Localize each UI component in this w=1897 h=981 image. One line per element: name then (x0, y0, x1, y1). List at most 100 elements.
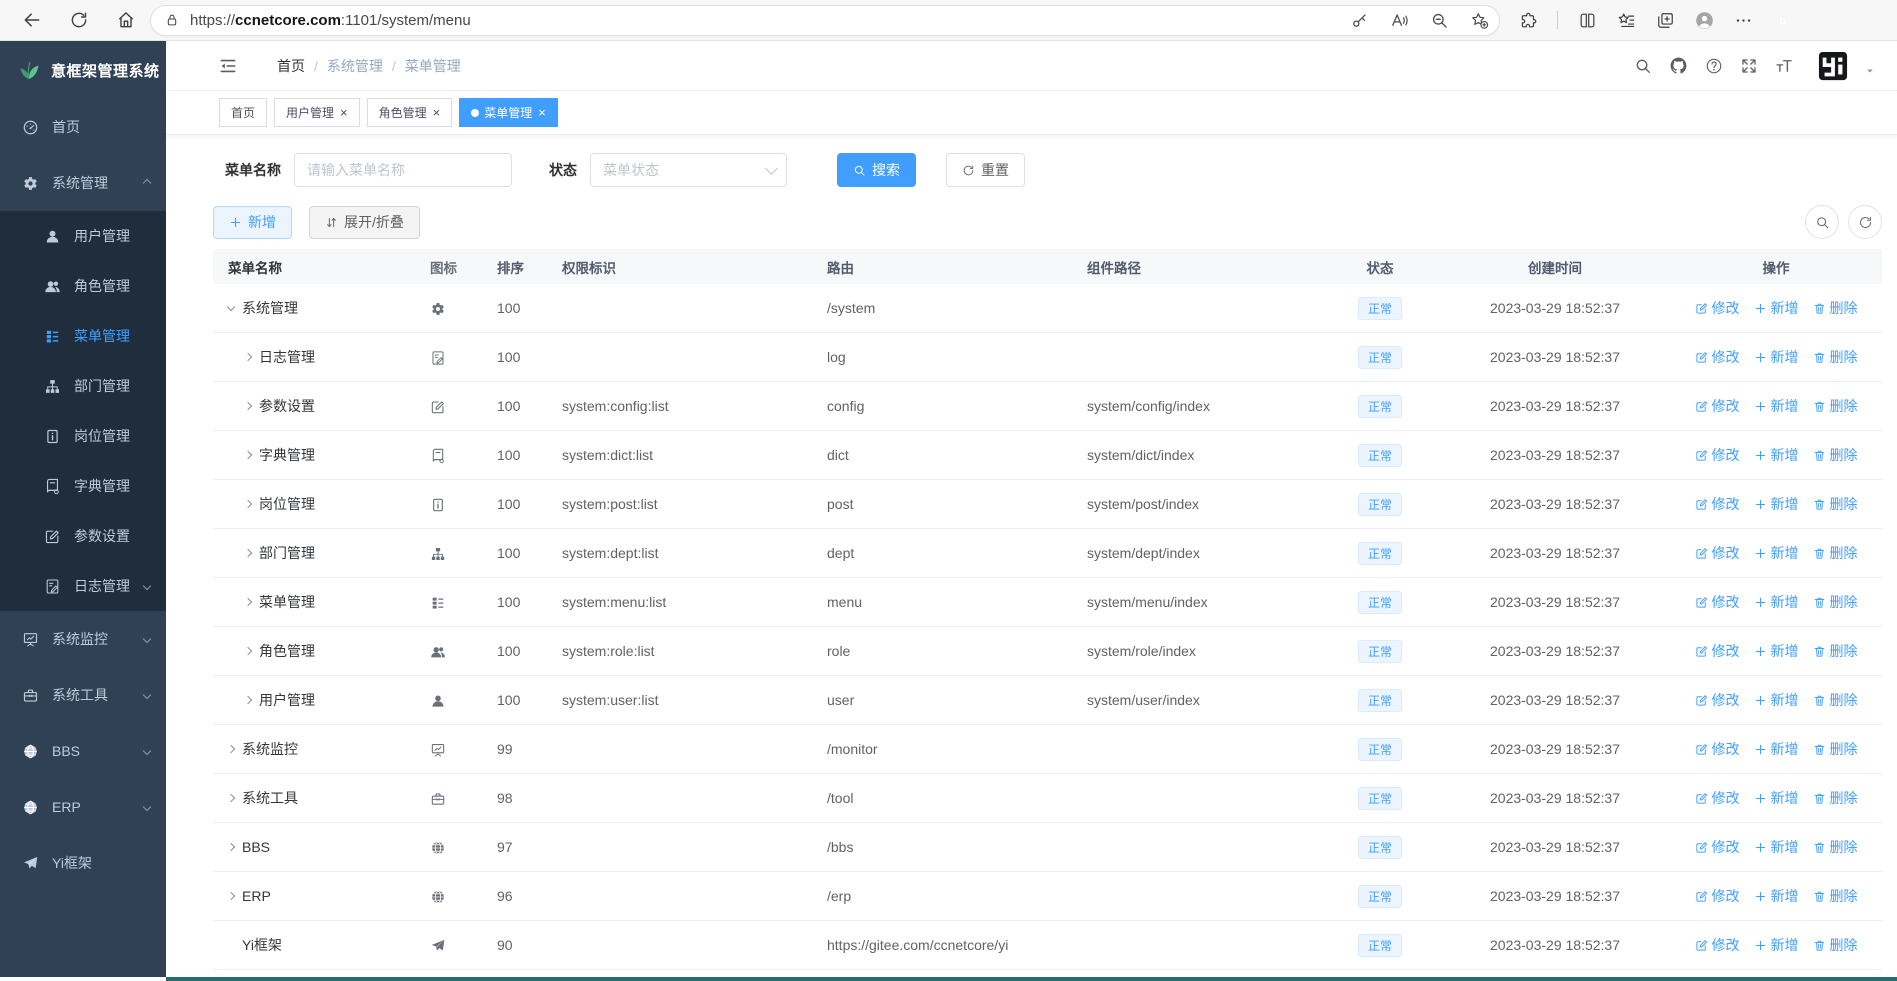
delete-link[interactable]: 删除 (1813, 935, 1858, 955)
url-text[interactable]: https://ccnetcore.com:1101/system/menu (190, 11, 471, 29)
browser-profile-avatar[interactable] (1695, 11, 1714, 30)
page-tab[interactable]: 用户管理 × (274, 98, 360, 127)
delete-link[interactable]: 删除 (1813, 543, 1858, 563)
expand-arrow-icon[interactable] (243, 646, 253, 656)
page-tab[interactable]: 角色管理 × (366, 98, 453, 127)
add-link[interactable]: 新增 (1754, 788, 1799, 808)
add-link[interactable]: 新增 (1754, 445, 1799, 465)
browser-refresh-icon[interactable] (69, 10, 89, 30)
edit-link[interactable]: 修改 (1695, 788, 1740, 808)
add-link[interactable]: 新增 (1754, 347, 1799, 367)
breadcrumb-link[interactable]: 首页 (277, 57, 305, 74)
add-link[interactable]: 新增 (1754, 935, 1799, 955)
lock-icon[interactable] (164, 12, 180, 28)
header-search-icon[interactable] (1634, 57, 1652, 75)
edit-link[interactable]: 修改 (1695, 837, 1740, 857)
add-link[interactable]: 新增 (1754, 592, 1799, 612)
search-button[interactable]: 搜索 (837, 153, 916, 187)
delete-link[interactable]: 删除 (1813, 739, 1858, 759)
status-select[interactable]: 菜单状态 (590, 153, 787, 187)
edit-link[interactable]: 修改 (1695, 690, 1740, 710)
menu-name-input[interactable] (294, 153, 512, 187)
sidebar-item[interactable]: 角色管理 (0, 261, 166, 311)
expand-arrow-icon[interactable] (243, 548, 253, 558)
tab-close-icon[interactable]: × (432, 105, 441, 120)
sidebar-item[interactable]: Yi框架 (0, 835, 166, 891)
copilot-icon[interactable] (1773, 11, 1792, 30)
edit-link[interactable]: 修改 (1695, 592, 1740, 612)
delete-link[interactable]: 删除 (1813, 298, 1858, 318)
delete-link[interactable]: 删除 (1813, 396, 1858, 416)
delete-link[interactable]: 删除 (1813, 641, 1858, 661)
user-avatar-logo[interactable] (1818, 51, 1848, 81)
sidebar-item[interactable]: 系统管理 (0, 155, 166, 211)
expand-arrow-icon[interactable] (226, 891, 236, 901)
sidebar-item[interactable]: 菜单管理 (0, 311, 166, 361)
edit-link[interactable]: 修改 (1695, 396, 1740, 416)
add-link[interactable]: 新增 (1754, 886, 1799, 906)
delete-link[interactable]: 删除 (1813, 886, 1858, 906)
add-link[interactable]: 新增 (1754, 396, 1799, 416)
expand-arrow-icon[interactable] (243, 597, 253, 607)
edit-link[interactable]: 修改 (1695, 543, 1740, 563)
refresh-table-button[interactable] (1848, 205, 1882, 239)
sidebar-item[interactable]: ERP (0, 779, 166, 835)
expand-arrow-icon[interactable] (226, 793, 236, 803)
tab-close-icon[interactable]: × (340, 105, 348, 120)
add-link[interactable]: 新增 (1754, 837, 1799, 857)
zoom-out-icon[interactable] (1430, 11, 1449, 30)
sidebar-item[interactable]: 岗位管理 (0, 411, 166, 461)
split-screen-icon[interactable] (1578, 11, 1597, 30)
add-link[interactable]: 新增 (1754, 494, 1799, 514)
collections-icon[interactable] (1656, 11, 1675, 30)
browser-home-icon[interactable] (116, 10, 136, 30)
expand-arrow-icon[interactable] (226, 842, 236, 852)
reset-button[interactable]: 重置 (946, 153, 1025, 187)
password-key-icon[interactable] (1350, 11, 1369, 30)
edit-link[interactable]: 修改 (1695, 886, 1740, 906)
breadcrumb-link[interactable]: 系统管理 (326, 57, 383, 74)
delete-link[interactable]: 删除 (1813, 445, 1858, 465)
delete-link[interactable]: 删除 (1813, 837, 1858, 857)
add-link[interactable]: 新增 (1754, 690, 1799, 710)
expand-arrow-icon[interactable] (243, 401, 253, 411)
expand-arrow-icon[interactable] (226, 302, 236, 311)
github-icon[interactable] (1669, 56, 1688, 75)
sidebar-item[interactable]: 用户管理 (0, 211, 166, 261)
add-favorite-icon[interactable] (1470, 11, 1489, 30)
expand-arrow-icon[interactable] (243, 450, 253, 460)
page-tab[interactable]: 首页 × (219, 98, 268, 127)
delete-link[interactable]: 删除 (1813, 788, 1858, 808)
expand-arrow-icon[interactable] (243, 695, 253, 705)
sidebar-item[interactable]: 系统监控 (0, 611, 166, 667)
breadcrumb-link[interactable]: 菜单管理 (404, 57, 461, 74)
add-button[interactable]: 新增 (213, 205, 292, 239)
sidebar-item[interactable]: 部门管理 (0, 361, 166, 411)
edit-link[interactable]: 修改 (1695, 641, 1740, 661)
expand-arrow-icon[interactable] (243, 499, 253, 509)
edit-link[interactable]: 修改 (1695, 739, 1740, 759)
page-tab[interactable]: 菜单管理 × (459, 98, 558, 127)
sidebar-item[interactable]: 首页 (0, 99, 166, 155)
delete-link[interactable]: 删除 (1813, 690, 1858, 710)
browser-menu-icon[interactable] (1734, 11, 1753, 30)
expand-collapse-button[interactable]: 展开/折叠 (309, 205, 420, 239)
address-bar[interactable]: https://ccnetcore.com:1101/system/menu (150, 4, 1500, 36)
add-link[interactable]: 新增 (1754, 298, 1799, 318)
sidebar-item[interactable]: 字典管理 (0, 461, 166, 511)
edit-link[interactable]: 修改 (1695, 445, 1740, 465)
delete-link[interactable]: 删除 (1813, 592, 1858, 612)
fullscreen-icon[interactable] (1740, 57, 1758, 75)
expand-arrow-icon[interactable] (226, 744, 236, 754)
sidebar-item[interactable]: 系统工具 (0, 667, 166, 723)
add-link[interactable]: 新增 (1754, 641, 1799, 661)
delete-link[interactable]: 删除 (1813, 494, 1858, 514)
add-link[interactable]: 新增 (1754, 739, 1799, 759)
font-size-icon[interactable] (1775, 57, 1793, 75)
read-aloud-icon[interactable] (1390, 11, 1409, 30)
edit-link[interactable]: 修改 (1695, 935, 1740, 955)
avatar-caret-icon[interactable] (1865, 66, 1875, 76)
delete-link[interactable]: 删除 (1813, 347, 1858, 367)
browser-back-icon[interactable] (22, 10, 42, 30)
extensions-icon[interactable] (1518, 11, 1537, 30)
